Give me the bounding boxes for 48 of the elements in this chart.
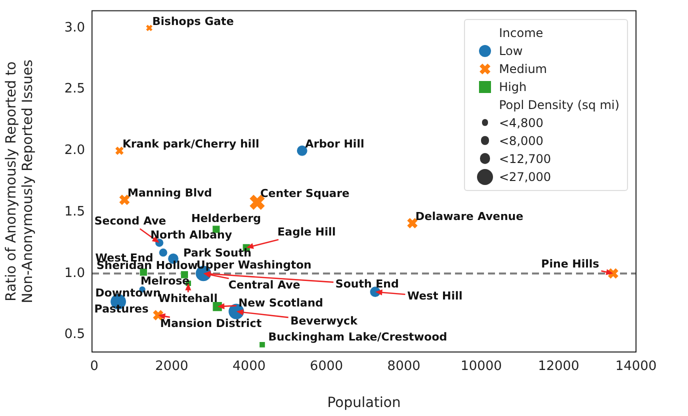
x-tick-label: 10000 <box>460 359 502 374</box>
legend-label: <12,700 <box>499 152 552 166</box>
x-tick-label: 12000 <box>538 359 580 374</box>
x-tick-label: 8000 <box>387 359 420 374</box>
annotation: Central Ave <box>228 278 300 292</box>
y-tick-label: 1.0 <box>64 266 85 281</box>
annotation: Buckingham Lake/Crestwood <box>268 330 448 344</box>
legend-label: Medium <box>499 62 547 76</box>
y-tick-label: 3.0 <box>64 20 85 36</box>
annotation: Second Ave <box>94 214 166 228</box>
annotation: Arbor Hill <box>305 138 364 151</box>
legend-label: High <box>499 80 527 94</box>
legend-label: Low <box>499 44 523 58</box>
annotation: Park South <box>183 246 252 260</box>
annotation: Pastures <box>94 302 150 316</box>
x-tick-label: 2000 <box>155 359 188 374</box>
annotation: Melrose <box>140 274 190 288</box>
annotation: Mansion District <box>160 317 262 330</box>
annotation: West Hill <box>407 290 463 303</box>
annotation: Manning Blvd <box>128 186 212 200</box>
y-tick-label: 2.0 <box>64 143 85 158</box>
y-tick-label: 1.5 <box>64 204 85 220</box>
annotation: Popl Density (sq mi) <box>499 98 620 112</box>
x-tick-label: 4000 <box>232 359 266 374</box>
annotation: Beverwyck <box>290 314 358 328</box>
annotation: Center Square <box>260 187 350 200</box>
x-tick-label: 0 <box>90 359 98 374</box>
annotation: Delaware Avenue <box>415 210 524 223</box>
y-axis-title: Ratio of Anonymously Reported to Non-Anonymously Reported Issues <box>4 60 36 304</box>
y-tick-label: 2.5 <box>64 82 85 97</box>
legend-title: Income <box>499 26 544 40</box>
annotation: South End <box>335 277 399 290</box>
y-tick-label: 0.5 <box>64 327 85 342</box>
annotation: Pine Hills <box>541 257 600 270</box>
annotation: Krank park/Cherry hill <box>122 138 260 151</box>
annotation: Downtown <box>95 286 161 300</box>
annotation: Eagle Hill <box>277 226 336 239</box>
annotation: Bishops Gate <box>152 14 234 28</box>
legend-label: <27,000 <box>499 170 552 184</box>
x-axis-title: Population <box>327 395 401 412</box>
annotation: Upper Washington <box>196 258 312 272</box>
annotation: New Scotland <box>238 296 324 310</box>
annotation: North Albany <box>150 228 232 242</box>
x-tick-label: 6000 <box>310 359 344 374</box>
legend-label: <4,800 <box>499 116 544 130</box>
legend-label: <8,000 <box>499 134 544 148</box>
annotation: Helderberg <box>191 212 262 226</box>
x-tick-label: 14000 <box>615 359 657 374</box>
